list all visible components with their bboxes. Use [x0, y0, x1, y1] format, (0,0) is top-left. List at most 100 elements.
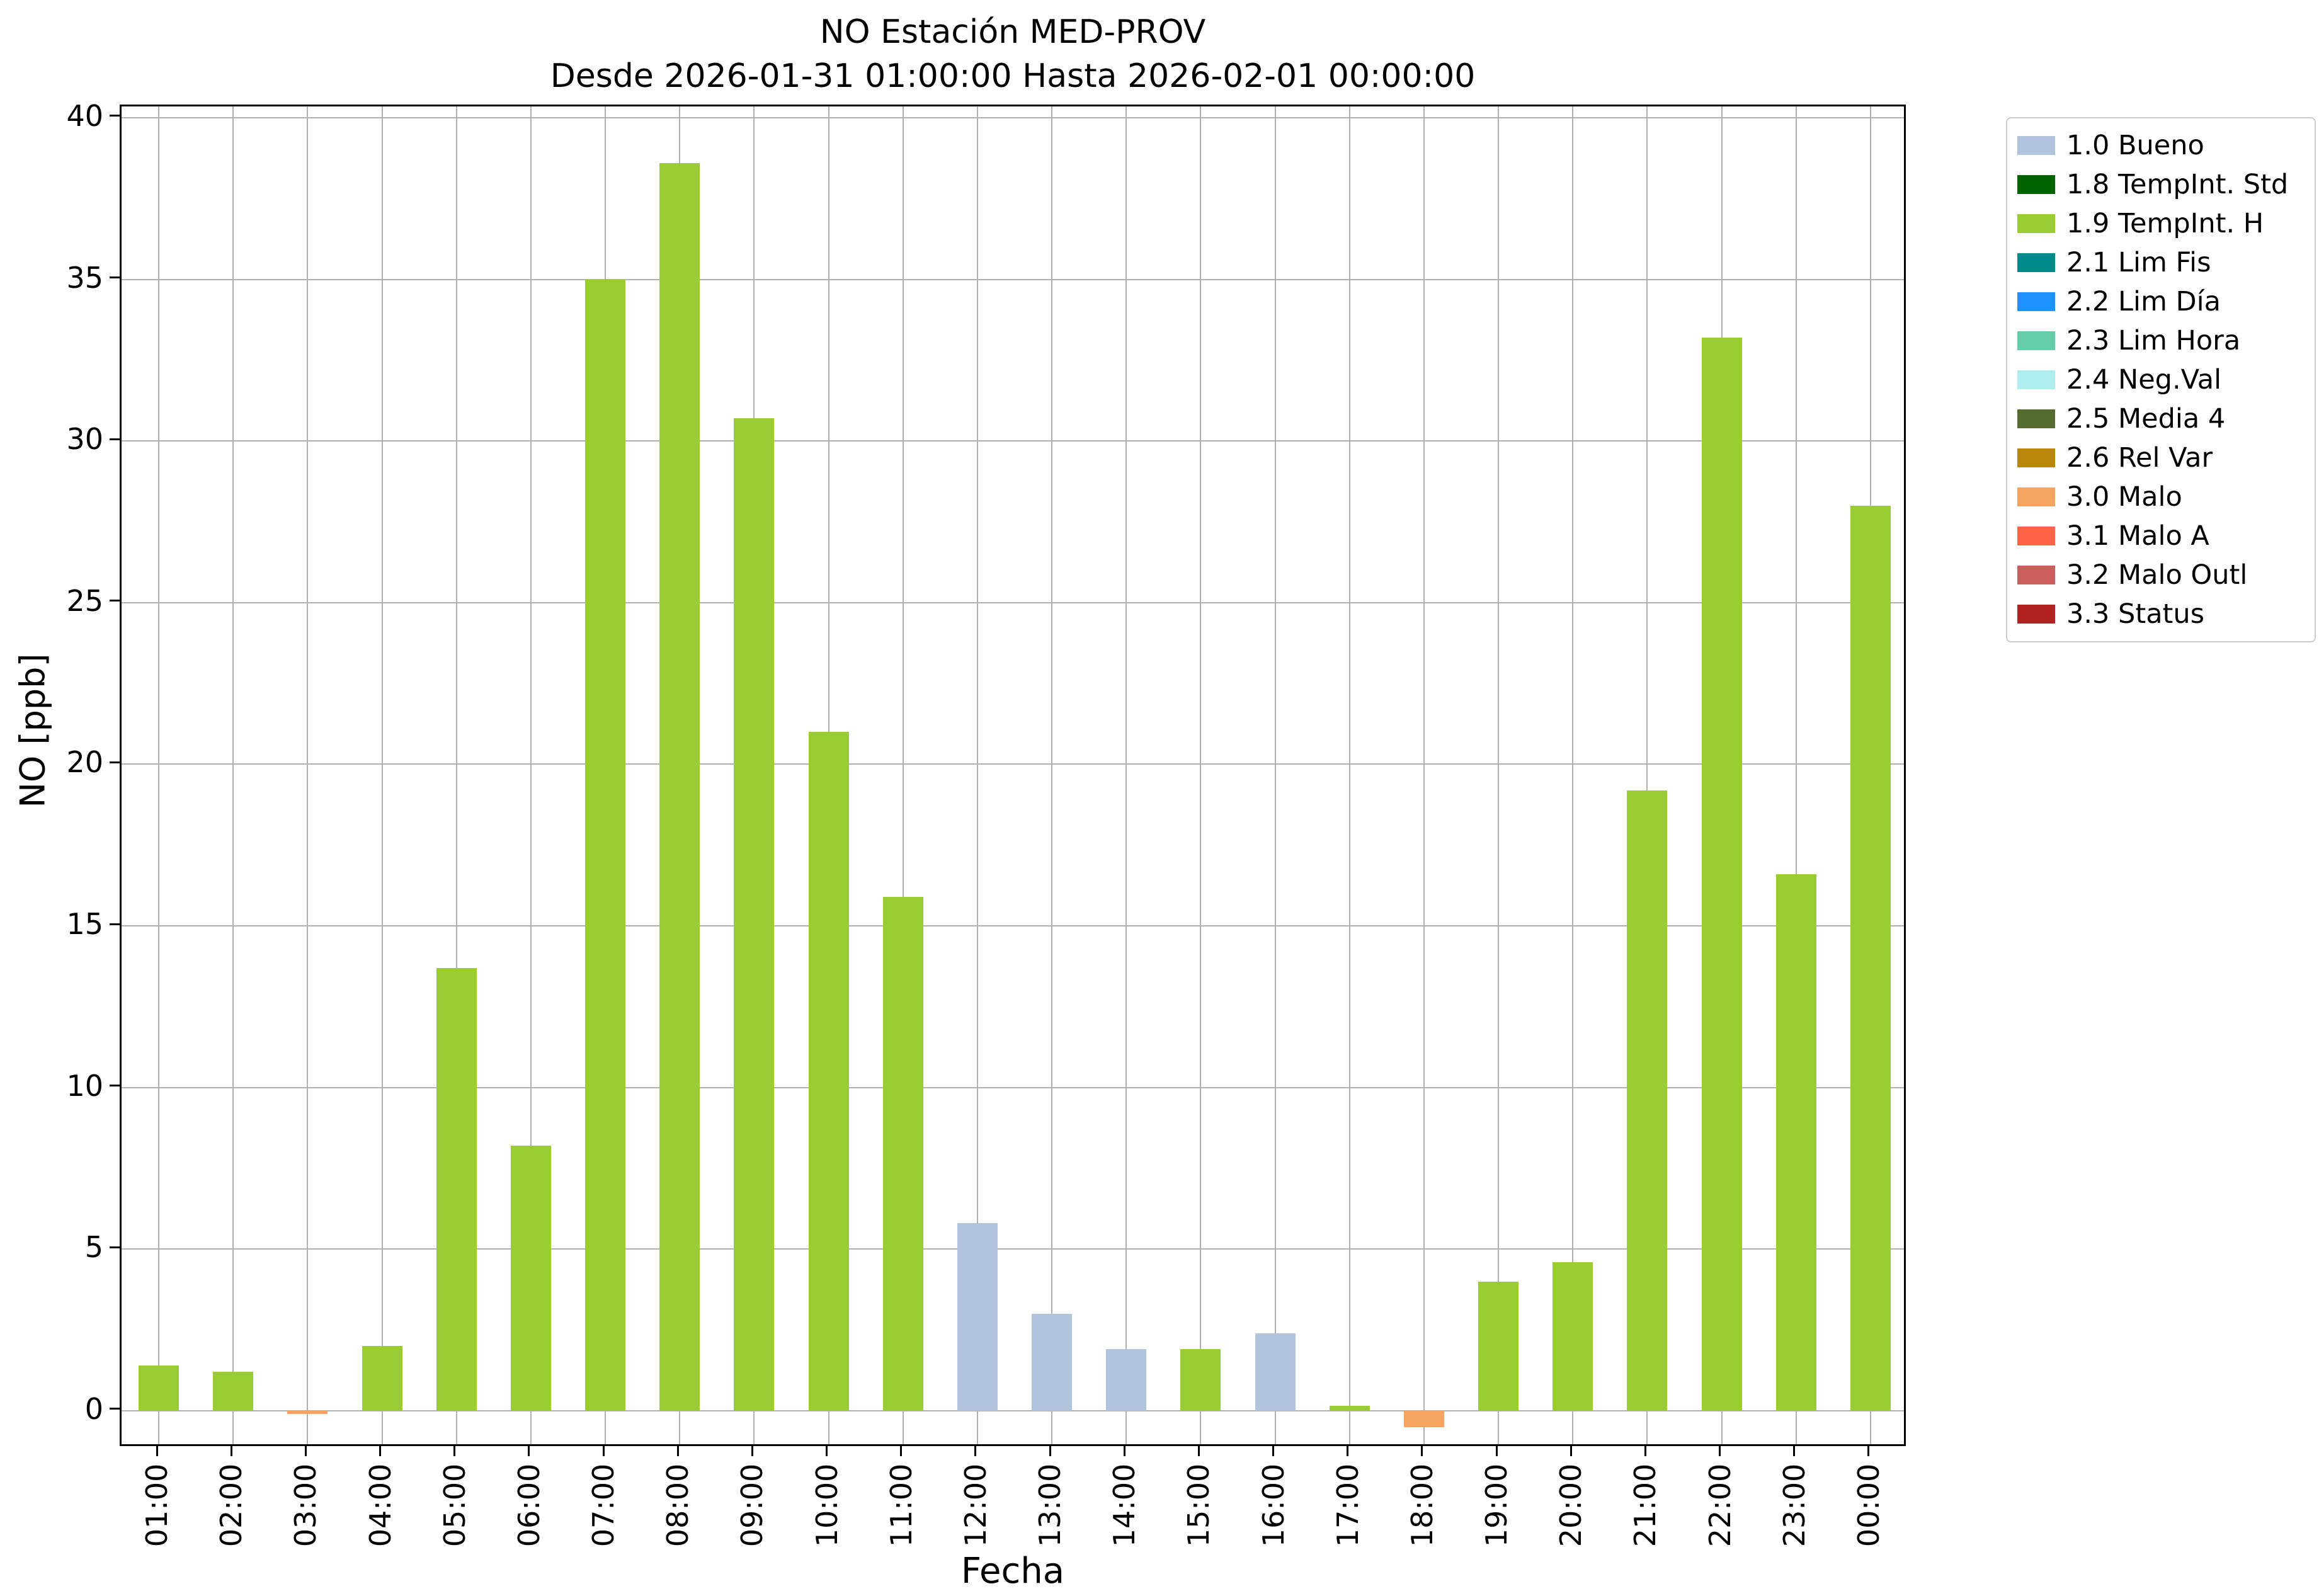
x-tick-label: 17:00 [1330, 1463, 1365, 1548]
x-tick [1123, 1446, 1125, 1456]
y-gridline [122, 601, 1904, 603]
x-tick [528, 1446, 530, 1456]
y-tick [110, 115, 120, 117]
legend-swatch [2017, 292, 2055, 311]
x-tick [751, 1446, 753, 1456]
y-tick [110, 1408, 120, 1410]
y-gridline [122, 763, 1904, 765]
x-tick-label: 21:00 [1628, 1463, 1663, 1548]
legend-swatch [2017, 527, 2055, 545]
bar-09:00 [734, 418, 775, 1411]
x-gridline [1348, 106, 1350, 1444]
legend-label: 2.1 Lim Fis [2066, 247, 2211, 278]
bar-04:00 [362, 1346, 402, 1411]
legend-items: 1.0 Bueno 1.8 TempInt. Std 1.9 TempInt. H 2… [2017, 126, 2305, 634]
legend-item: 2.1 Lim Fis [2017, 243, 2305, 282]
legend-label: 2.5 Media 4 [2066, 403, 2226, 435]
x-gridline [1423, 106, 1425, 1444]
x-gridline [1274, 106, 1276, 1444]
legend-item: 3.2 Malo Outl [2017, 556, 2305, 595]
chart-title-line2: Desde 2026-01-31 01:00:00 Hasta 2026-02-… [550, 57, 1476, 95]
x-tick-label: 10:00 [809, 1463, 844, 1548]
x-tick-label: 09:00 [735, 1463, 770, 1548]
x-tick-label: 12:00 [958, 1463, 993, 1548]
legend-swatch [2017, 214, 2055, 233]
legend-label: 1.0 Bueno [2066, 130, 2204, 161]
x-tick [900, 1446, 903, 1456]
y-tick-label: 0 [84, 1391, 103, 1426]
bar-00:00 [1850, 505, 1891, 1411]
y-tick [110, 761, 120, 763]
x-tick-label: 11:00 [884, 1463, 918, 1548]
x-gridline [1125, 106, 1127, 1444]
x-tick-label: 05:00 [437, 1463, 472, 1548]
x-tick-label: 23:00 [1777, 1463, 1811, 1548]
legend-swatch [2017, 175, 2055, 194]
legend-item: 1.0 Bueno [2017, 126, 2305, 165]
x-gridline [1200, 106, 1202, 1444]
x-tick-label: 07:00 [586, 1463, 621, 1548]
y-tick-label: 10 [66, 1068, 103, 1103]
bar-22:00 [1701, 337, 1742, 1411]
legend-label: 2.3 Lim Hora [2066, 325, 2241, 356]
bar-23:00 [1775, 874, 1816, 1411]
x-tick-label: 18:00 [1405, 1463, 1439, 1548]
x-gridline [530, 106, 532, 1444]
legend-swatch [2017, 487, 2055, 506]
legend-item: 3.3 Status [2017, 595, 2305, 634]
x-tick [1347, 1446, 1349, 1456]
y-gridline [122, 117, 1904, 118]
x-tick-label: 16:00 [1256, 1463, 1291, 1548]
y-gridline [122, 1086, 1904, 1088]
bar-19:00 [1478, 1281, 1519, 1411]
x-tick [304, 1446, 307, 1456]
x-tick [1644, 1446, 1646, 1456]
y-gridline [122, 925, 1904, 927]
x-gridline [1795, 106, 1797, 1444]
legend-label: 2.2 Lim Día [2066, 286, 2221, 317]
x-gridline [455, 106, 457, 1444]
x-tick [1197, 1446, 1200, 1456]
legend-swatch [2017, 253, 2055, 272]
x-tick-label: 15:00 [1182, 1463, 1216, 1548]
legend-swatch [2017, 409, 2055, 428]
bar-08:00 [659, 162, 700, 1411]
bar-06:00 [510, 1146, 551, 1411]
x-tick-label: 00:00 [1851, 1463, 1886, 1548]
legend-swatch [2017, 605, 2055, 624]
x-tick [1719, 1446, 1721, 1456]
legend-item: 2.4 Neg.Val [2017, 360, 2305, 399]
y-gridline [122, 278, 1904, 280]
x-tick-label: 01:00 [140, 1463, 174, 1548]
legend-swatch [2017, 136, 2055, 155]
x-gridline [976, 106, 978, 1444]
bar-11:00 [882, 896, 923, 1411]
legend-label: 1.8 TempInt. Std [2066, 169, 2289, 200]
legend-item: 1.9 TempInt. H [2017, 204, 2305, 243]
legend-item: 3.1 Malo A [2017, 516, 2305, 556]
legend-swatch [2017, 331, 2055, 350]
x-tick [1421, 1446, 1423, 1456]
x-tick [1570, 1446, 1572, 1456]
x-tick [453, 1446, 456, 1456]
bar-01:00 [139, 1365, 179, 1411]
x-tick-label: 22:00 [1702, 1463, 1737, 1548]
x-gridline [158, 106, 160, 1444]
x-gridline [381, 106, 383, 1444]
plot-area [120, 105, 1906, 1446]
y-axis-label: NO [ppb] [13, 653, 53, 808]
legend: 1.0 Bueno 1.8 TempInt. Std 1.9 TempInt. H 2… [2006, 117, 2316, 642]
x-tick [379, 1446, 382, 1456]
bar-02:00 [213, 1372, 254, 1411]
x-tick-label: 20:00 [1554, 1463, 1588, 1548]
legend-item: 2.3 Lim Hora [2017, 321, 2305, 360]
y-tick-label: 30 [66, 422, 103, 457]
legend-item: 3.0 Malo [2017, 477, 2305, 516]
bar-21:00 [1627, 790, 1668, 1411]
x-tick [156, 1446, 158, 1456]
y-tick [110, 600, 120, 602]
x-gridline [307, 106, 309, 1444]
y-tick-label: 15 [66, 907, 103, 942]
x-tick [974, 1446, 977, 1456]
